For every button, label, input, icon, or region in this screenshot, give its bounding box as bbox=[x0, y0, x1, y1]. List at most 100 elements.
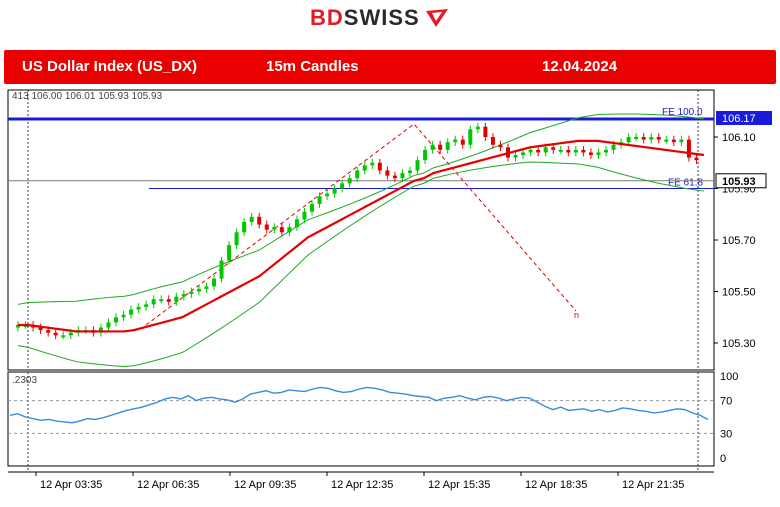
candle-body bbox=[151, 299, 156, 305]
price-panel bbox=[7, 89, 715, 371]
candle-body bbox=[362, 165, 367, 171]
candle-body bbox=[272, 227, 277, 230]
candle-body bbox=[551, 147, 556, 150]
candle-body bbox=[686, 139, 691, 158]
candle-body bbox=[460, 139, 465, 145]
brand-chevron-icon bbox=[426, 9, 448, 27]
candle-body bbox=[340, 183, 345, 189]
candle-body bbox=[159, 299, 164, 302]
candle-body bbox=[279, 227, 284, 233]
candle-body bbox=[370, 162, 375, 166]
candle-body bbox=[234, 232, 239, 246]
candle-body bbox=[355, 170, 360, 179]
price-tick-label: 105.50 bbox=[722, 287, 756, 299]
moving-average-line bbox=[18, 139, 705, 333]
x-tick-label: 12 Apr 03:35 bbox=[40, 479, 102, 491]
candle-body bbox=[181, 294, 186, 297]
candle-body bbox=[294, 219, 299, 228]
candle-body bbox=[521, 152, 526, 156]
candle-body bbox=[694, 157, 699, 161]
candle-body bbox=[227, 245, 232, 261]
x-tick-label: 12 Apr 09:35 bbox=[234, 479, 296, 491]
candle-body bbox=[136, 306, 141, 310]
rsi-panel bbox=[7, 371, 715, 467]
candle-body bbox=[415, 160, 420, 171]
chart-header: US Dollar Index (US_DX) 15m Candles 12.0… bbox=[4, 50, 776, 84]
fe618-label: FE 61.8 bbox=[668, 178, 703, 189]
fe100-price-label: 106.17 bbox=[722, 113, 756, 125]
candle-body bbox=[634, 137, 639, 139]
rsi-line bbox=[9, 386, 709, 424]
candle-body bbox=[392, 175, 397, 179]
timeframe-label: 15m Candles bbox=[266, 58, 359, 75]
brand-text-left: BD bbox=[310, 5, 344, 30]
brand-logo: BDSWISS bbox=[0, 0, 780, 40]
upper-band-line bbox=[17, 113, 705, 305]
candle-body bbox=[219, 260, 224, 279]
candle-body bbox=[98, 327, 103, 333]
candle-body bbox=[513, 155, 518, 158]
fib-projection-line bbox=[145, 123, 577, 326]
ohlc-caption: 413 106.00 106.01 105.93 105.93 bbox=[12, 91, 163, 102]
candle-body bbox=[204, 286, 209, 289]
rsi-tick-label: 30 bbox=[720, 428, 732, 440]
candle-body bbox=[264, 224, 269, 230]
candle-body bbox=[242, 221, 247, 233]
candle-body bbox=[332, 188, 337, 194]
candle-body bbox=[189, 291, 194, 295]
candle-body bbox=[287, 227, 292, 233]
price-tick-label: 106.10 bbox=[722, 132, 756, 144]
current-price-box bbox=[715, 173, 767, 189]
instrument-label: US Dollar Index (US_DX) bbox=[22, 58, 198, 75]
lower-band-line bbox=[17, 161, 705, 368]
candle-body bbox=[664, 139, 669, 142]
candle-body bbox=[196, 288, 201, 292]
candle-body bbox=[347, 178, 352, 184]
date-label: 12.04.2024 bbox=[542, 58, 618, 75]
candle-body bbox=[166, 299, 171, 302]
candle-body bbox=[16, 324, 20, 328]
candle-body bbox=[679, 139, 684, 143]
brand-wordmark: BDSWISS bbox=[310, 5, 420, 31]
candle-body bbox=[385, 170, 390, 176]
x-tick-label: 12 Apr 12:35 bbox=[331, 479, 393, 491]
candle-body bbox=[423, 149, 428, 161]
brand-text-right: SWISS bbox=[343, 5, 420, 30]
candle-body bbox=[106, 322, 111, 328]
rsi-tick-label: 0 bbox=[720, 453, 726, 465]
x-tick-label: 12 Apr 21:35 bbox=[622, 479, 684, 491]
candle-body bbox=[144, 304, 149, 307]
candle-body bbox=[114, 317, 118, 323]
candle-body bbox=[581, 149, 586, 153]
candle-body bbox=[61, 335, 66, 338]
rsi-caption: .2303 bbox=[12, 375, 37, 386]
candle-body bbox=[626, 137, 631, 143]
candle-body bbox=[53, 332, 58, 336]
candle-body bbox=[317, 196, 322, 204]
candle-body bbox=[596, 152, 601, 156]
candle-body bbox=[588, 152, 593, 156]
candle-body bbox=[453, 139, 458, 143]
candle-body bbox=[604, 149, 608, 153]
price-tick-label: 105.70 bbox=[722, 235, 756, 247]
candle-body bbox=[121, 314, 126, 318]
candle-body bbox=[656, 137, 661, 140]
candle-body bbox=[310, 203, 314, 212]
candle-body bbox=[483, 126, 488, 137]
candle-body bbox=[129, 309, 134, 315]
candle-body bbox=[543, 147, 548, 153]
candle-body bbox=[212, 278, 216, 287]
candle-body bbox=[400, 173, 405, 179]
chart-frame: 413 106.00 106.01 105.93 105.93 106.10 105… bbox=[4, 84, 776, 502]
candle-body bbox=[68, 332, 73, 336]
rsi-tick-label: 100 bbox=[720, 371, 738, 383]
x-tick-label: 12 Apr 06:35 bbox=[137, 479, 199, 491]
fib-projection-label: n bbox=[574, 310, 579, 320]
chart-canvas: 413 106.00 106.01 105.93 105.93 106.10 105… bbox=[7, 89, 772, 491]
candle-body bbox=[430, 144, 435, 150]
candle-body bbox=[249, 216, 254, 222]
candle-body bbox=[38, 327, 43, 331]
price-tick-label: 105.30 bbox=[722, 338, 756, 350]
x-tick-label: 12 Apr 18:35 bbox=[525, 479, 587, 491]
fe100-price-box bbox=[716, 110, 772, 125]
